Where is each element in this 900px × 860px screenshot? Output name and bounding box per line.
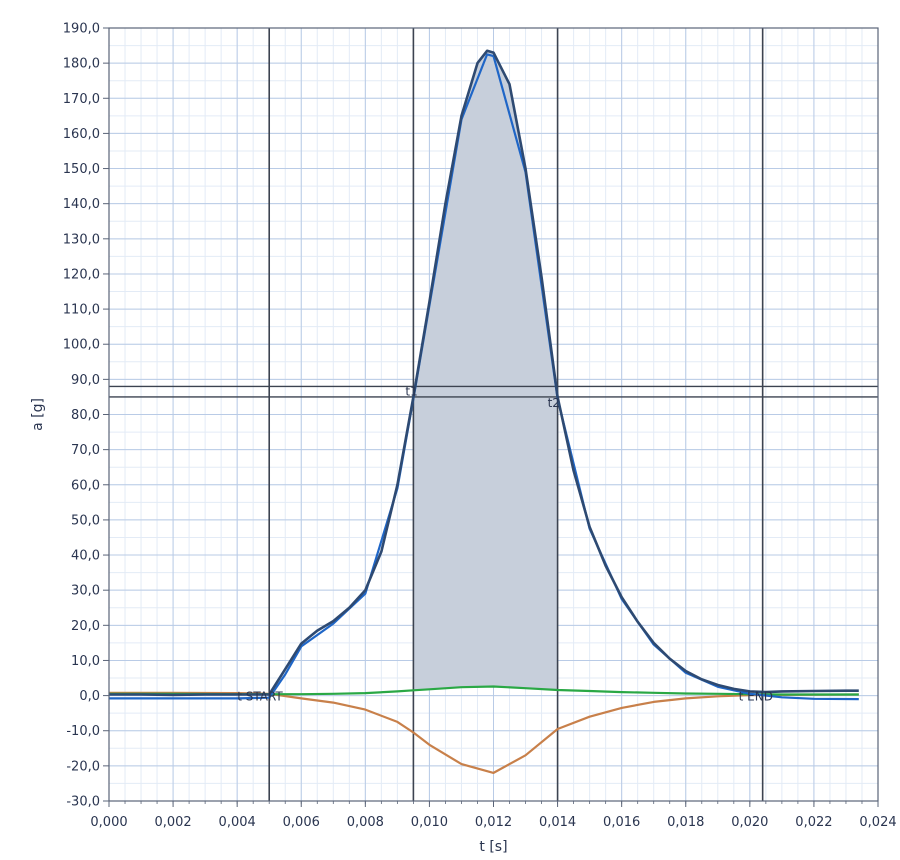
y-tick-label: 20,0 <box>71 619 100 634</box>
x-tick-label: 0,020 <box>731 815 768 830</box>
y-tick-label: 50,0 <box>71 513 100 528</box>
y-tick-label: 100,0 <box>63 338 100 353</box>
y-tick-label: 170,0 <box>63 92 100 107</box>
x-tick-label: 0,004 <box>219 815 256 830</box>
threshold-lines <box>109 385 878 398</box>
x-tick-label: 0,018 <box>667 815 704 830</box>
y-tick-label: 120,0 <box>63 267 100 282</box>
x-tick-label: 0,014 <box>539 815 576 830</box>
y-tick-label: 110,0 <box>63 303 100 318</box>
y-tick-label: 70,0 <box>71 443 100 458</box>
series-line-axis-x <box>109 53 859 701</box>
y-axis-ticks: -30,0 -20,0 -10,0 0,0 10,0 20,0 30,0 40,0 50,0 60… <box>63 22 109 810</box>
x-tick-label: 0,022 <box>795 815 832 830</box>
x-tick-label: 0,016 <box>603 815 640 830</box>
shaded-region-layer <box>413 51 558 691</box>
x-tick-label: 0,006 <box>283 815 320 830</box>
marker-label-t1: t1 <box>405 385 417 399</box>
marker-labels: t START t1 t2 t END <box>237 385 773 704</box>
x-tick-label: 0,008 <box>347 815 384 830</box>
x-tick-label: 0,010 <box>411 815 448 830</box>
series-line-resultant <box>109 49 859 697</box>
y-tick-label: 160,0 <box>63 127 100 142</box>
x-axis-ticks: 0,000 0,002 0,004 0,006 0,008 0,010 0,012 0,014… <box>90 801 897 830</box>
x-tick-label: 0,000 <box>90 815 127 830</box>
x-axis-label: t [s] <box>479 839 507 855</box>
y-tick-label: -20,0 <box>66 759 100 774</box>
y-tick-label: -10,0 <box>66 724 100 739</box>
y-tick-label: 60,0 <box>71 478 100 493</box>
y-tick-label: -30,0 <box>66 795 100 810</box>
x-tick-label: 0,012 <box>475 815 512 830</box>
shaded-area <box>413 51 558 691</box>
x-tick-label: 0,002 <box>154 815 191 830</box>
marker-label-t-start: t START <box>237 690 283 704</box>
x-tick-label: 0,024 <box>859 815 896 830</box>
marker-lines <box>268 28 764 801</box>
y-tick-label: 30,0 <box>71 584 100 599</box>
y-tick-label: 180,0 <box>63 57 100 72</box>
y-tick-label: 150,0 <box>63 162 100 177</box>
y-tick-label: 90,0 <box>71 373 100 388</box>
y-tick-label: 10,0 <box>71 654 100 669</box>
y-axis-label: a [g] <box>30 398 46 431</box>
series-layer <box>109 49 859 774</box>
y-tick-label: 40,0 <box>71 549 100 564</box>
marker-label-t-end: t END <box>739 690 773 704</box>
y-tick-label: 190,0 <box>63 22 100 37</box>
marker-label-t2: t2 <box>548 396 560 410</box>
y-tick-label: 130,0 <box>63 232 100 247</box>
series-line-axis-z <box>109 685 859 696</box>
y-tick-label: 80,0 <box>71 408 100 423</box>
series-line-axis-y <box>109 691 859 774</box>
y-tick-label: 140,0 <box>63 197 100 212</box>
y-tick-label: 0,0 <box>79 689 100 704</box>
